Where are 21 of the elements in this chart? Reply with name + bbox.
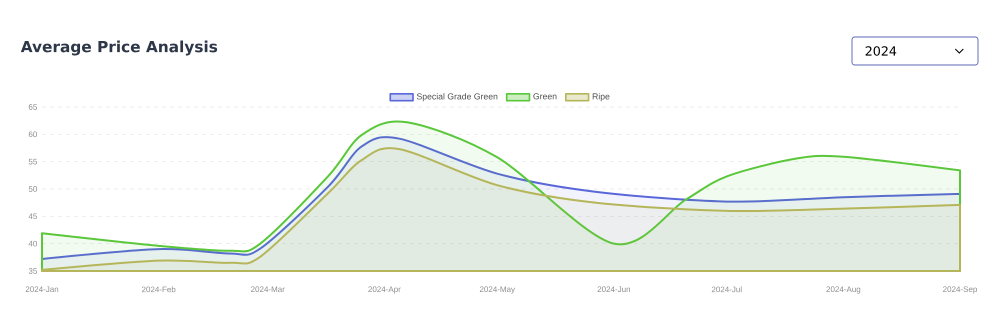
- y-tick-label: 40: [28, 240, 37, 246]
- x-tick-label: 2024-Jun: [598, 286, 630, 292]
- y-tick-label: 65: [28, 104, 37, 110]
- y-tick-label: 45: [28, 214, 37, 220]
- x-tick-label: 2024-Feb: [142, 286, 176, 292]
- legend-label: Green: [533, 93, 556, 100]
- y-tick-label: 35: [28, 268, 37, 274]
- chart-title: Average Price Analysis: [20, 40, 218, 56]
- legend-label: Ripe: [592, 93, 610, 102]
- x-tick-label: 2024-Sep: [943, 286, 978, 294]
- y-tick-label: 55: [28, 158, 37, 164]
- y-tick-label: 50: [28, 186, 37, 192]
- text: 2024: [866, 46, 896, 56]
- y-tick-label: 60: [28, 131, 37, 138]
- x-tick-label: 2024-Aug: [826, 286, 860, 294]
- x-tick-label: 2024-Jul: [712, 286, 742, 292]
- x-tick-label: 2024-Jan: [26, 286, 58, 292]
- x-tick-label: 2024-Apr: [368, 286, 401, 294]
- x-tick-label: 2024-May: [480, 286, 516, 294]
- x-tick-label: 2024-Mar: [251, 286, 285, 292]
- legend-label: Special Grade Green: [416, 93, 498, 102]
